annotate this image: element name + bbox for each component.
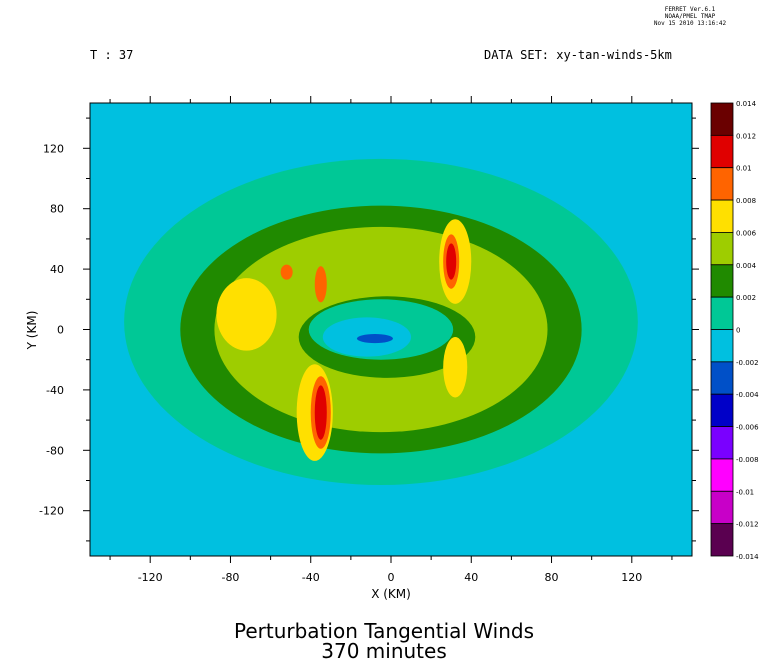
contour-region — [314, 385, 327, 440]
x-axis-label: X (KM) — [371, 587, 411, 601]
y-tick-label: 120 — [43, 142, 64, 155]
chart-title: Perturbation Tangential Winds — [234, 619, 534, 643]
contour-region — [280, 264, 293, 280]
time-label: T : 37 — [90, 48, 134, 62]
colorbar-label: 0.006 — [736, 229, 757, 237]
colorbar-swatch — [710, 393, 734, 427]
plot-area — [89, 102, 693, 557]
ferret-stamp: FERRET Ver.6.1 NOAA/PMEL TMAP Nov 15 201… — [620, 6, 760, 27]
colorbar-label: -0.004 — [736, 391, 759, 399]
y-tick-label: -40 — [46, 384, 64, 397]
colorbar-swatch — [710, 167, 734, 201]
colorbar: 0.014 0.012 0.01 0.008 0.006 0.004 0.002 0 -0.00… — [710, 100, 759, 561]
contour-region — [446, 243, 457, 280]
colorbar-swatch — [710, 490, 734, 525]
stamp-version: FERRET Ver.6.1 — [664, 6, 716, 13]
colorbar-swatch — [710, 102, 734, 136]
colorbar-label: 0.008 — [736, 197, 756, 205]
x-tick-label: -40 — [302, 571, 320, 584]
colorbar-swatch — [710, 329, 734, 363]
colorbar-label: 0.004 — [736, 262, 757, 270]
colorbar-swatch — [710, 361, 734, 395]
colorbar-swatch — [710, 523, 734, 557]
x-tick-label: -80 — [221, 571, 239, 584]
colorbar-swatch — [710, 199, 734, 233]
contour-region — [314, 266, 327, 303]
y-axis-label: Y (KM) — [25, 311, 39, 351]
colorbar-label: -0.012 — [736, 521, 759, 529]
y-tick-label: -120 — [39, 505, 64, 518]
colorbar-label: 0.01 — [736, 165, 752, 173]
x-tick-label: 0 — [388, 571, 395, 584]
x-tick-label: 40 — [464, 571, 478, 584]
colorbar-label: -0.008 — [736, 456, 759, 464]
colorbar-swatch — [710, 264, 734, 298]
colorbar-label: -0.01 — [736, 488, 754, 496]
y-tick-label: 40 — [50, 263, 64, 276]
x-tick-label: -120 — [138, 571, 163, 584]
colorbar-label: 0.002 — [736, 294, 756, 302]
colorbar-label: -0.014 — [736, 553, 759, 561]
axis-ticks: -120 -80 -40 0 40 80 120 120 80 40 0 -40 -80 -120 — [39, 96, 699, 584]
y-tick-label: 0 — [57, 324, 64, 337]
x-tick-label: 120 — [621, 571, 642, 584]
x-tick-label: 80 — [545, 571, 559, 584]
colorbar-swatch — [710, 134, 734, 169]
colorbar-swatch — [710, 458, 734, 492]
y-tick-label: 80 — [50, 203, 64, 216]
contour-plot: -120 -80 -40 0 40 80 120 120 80 40 0 -40 -80 -120 X (… — [25, 96, 759, 601]
y-tick-label: -80 — [46, 444, 64, 457]
contour-region — [216, 278, 277, 351]
colorbar-swatch — [710, 296, 734, 330]
colorbar-label: 0 — [736, 327, 740, 335]
stamp-org: NOAA/PMEL TMAP — [664, 13, 716, 20]
colorbar-label: 0.012 — [736, 132, 756, 140]
colorbar-swatch — [710, 426, 734, 460]
contour-region — [443, 337, 468, 398]
stamp-date: Nov 15 2010 13:16:42 — [653, 20, 727, 27]
colorbar-label: 0.014 — [736, 100, 757, 108]
colorbar-swatch — [710, 232, 734, 266]
colorbar-label: -0.002 — [736, 359, 759, 367]
dataset-label: DATA SET: xy-tan-winds-5km — [484, 48, 672, 62]
chart-subtitle: 370 minutes — [321, 639, 447, 663]
contour-region — [356, 334, 394, 344]
colorbar-label: -0.006 — [736, 424, 759, 432]
